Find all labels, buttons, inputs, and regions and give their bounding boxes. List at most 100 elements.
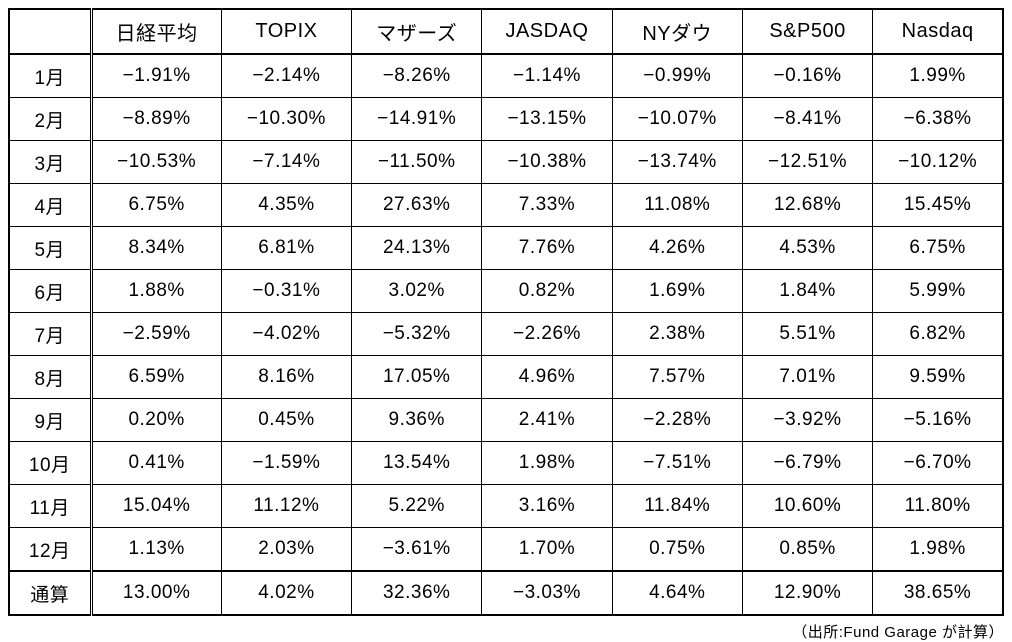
column-header: S&P500 bbox=[741, 8, 874, 55]
table-row: 1月 −1.91% −2.14% −8.26% −1.14% −0.99% −0.16% 1.… bbox=[8, 53, 1004, 98]
value-cell: −10.30% bbox=[220, 97, 353, 141]
column-header: JASDAQ bbox=[481, 8, 613, 55]
row-label: 通算 bbox=[8, 570, 92, 616]
value-cell: 10.60% bbox=[741, 484, 874, 528]
value-cell: 1.84% bbox=[741, 269, 874, 313]
column-header: NYダウ bbox=[611, 8, 743, 55]
value-cell: 0.85% bbox=[741, 527, 874, 572]
value-cell: 0.45% bbox=[220, 398, 353, 442]
value-cell: 5.99% bbox=[872, 269, 1004, 313]
value-cell: 3.16% bbox=[481, 484, 613, 528]
value-cell: 11.12% bbox=[220, 484, 353, 528]
value-cell: 13.54% bbox=[351, 441, 483, 485]
row-label: 11月 bbox=[8, 484, 92, 528]
value-cell: 38.65% bbox=[872, 570, 1004, 616]
value-cell: 9.36% bbox=[351, 398, 483, 442]
table-header-row: 日経平均 TOPIX マザーズ JASDAQ NYダウ S&P500 Nasdaq bbox=[8, 8, 1004, 55]
value-cell: −5.32% bbox=[351, 312, 483, 356]
value-cell: 3.02% bbox=[351, 269, 483, 313]
value-cell: 6.81% bbox=[220, 226, 353, 270]
value-cell: 5.51% bbox=[741, 312, 874, 356]
column-header: TOPIX bbox=[220, 8, 353, 55]
value-cell: −10.38% bbox=[481, 140, 613, 184]
row-label: 12月 bbox=[8, 527, 92, 572]
corner-header-cell bbox=[8, 8, 92, 55]
value-cell: 4.96% bbox=[481, 355, 613, 399]
value-cell: −0.16% bbox=[741, 53, 874, 98]
column-header: 日経平均 bbox=[89, 8, 222, 55]
value-cell: 0.20% bbox=[89, 398, 222, 442]
value-cell: −13.74% bbox=[611, 140, 743, 184]
table-row: 4月 6.75% 4.35% 27.63% 7.33% 11.08% 12.68% 15.45… bbox=[8, 183, 1004, 227]
value-cell: 7.33% bbox=[481, 183, 613, 227]
value-cell: 4.35% bbox=[220, 183, 353, 227]
value-cell: −2.28% bbox=[611, 398, 743, 442]
value-cell: 15.45% bbox=[872, 183, 1004, 227]
value-cell: −14.91% bbox=[351, 97, 483, 141]
value-cell: 7.76% bbox=[481, 226, 613, 270]
value-cell: 5.22% bbox=[351, 484, 483, 528]
value-cell: −2.59% bbox=[89, 312, 222, 356]
value-cell: −6.38% bbox=[872, 97, 1004, 141]
value-cell: −7.51% bbox=[611, 441, 743, 485]
value-cell: −10.12% bbox=[872, 140, 1004, 184]
value-cell: −6.70% bbox=[872, 441, 1004, 485]
column-header: Nasdaq bbox=[872, 8, 1004, 55]
value-cell: 24.13% bbox=[351, 226, 483, 270]
value-cell: 1.99% bbox=[872, 53, 1004, 98]
value-cell: 1.98% bbox=[481, 441, 613, 485]
value-cell: −7.14% bbox=[220, 140, 353, 184]
total-row: 通算 13.00% 4.02% 32.36% −3.03% 4.64% 12.90% 38.6… bbox=[8, 570, 1004, 616]
value-cell: −10.07% bbox=[611, 97, 743, 141]
value-cell: −4.02% bbox=[220, 312, 353, 356]
value-cell: 32.36% bbox=[351, 570, 483, 616]
value-cell: 1.70% bbox=[481, 527, 613, 572]
value-cell: −6.79% bbox=[741, 441, 874, 485]
value-cell: 1.88% bbox=[89, 269, 222, 313]
value-cell: 6.82% bbox=[872, 312, 1004, 356]
value-cell: 2.03% bbox=[220, 527, 353, 572]
value-cell: 0.82% bbox=[481, 269, 613, 313]
value-cell: 2.41% bbox=[481, 398, 613, 442]
table-row: 12月 1.13% 2.03% −3.61% 1.70% 0.75% 0.85% 1.98% bbox=[8, 527, 1004, 572]
value-cell: −2.26% bbox=[481, 312, 613, 356]
value-cell: −0.99% bbox=[611, 53, 743, 98]
row-label: 6月 bbox=[8, 269, 92, 313]
value-cell: −3.61% bbox=[351, 527, 483, 572]
value-cell: −8.41% bbox=[741, 97, 874, 141]
value-cell: −1.91% bbox=[89, 53, 222, 98]
value-cell: 1.98% bbox=[872, 527, 1004, 572]
value-cell: 6.59% bbox=[89, 355, 222, 399]
value-cell: 11.80% bbox=[872, 484, 1004, 528]
returns-table: 日経平均 TOPIX マザーズ JASDAQ NYダウ S&P500 Nasdaq 1月 −1… bbox=[8, 8, 1004, 616]
table-row: 10月 0.41% −1.59% 13.54% 1.98% −7.51% −6.79% −6.… bbox=[8, 441, 1004, 485]
value-cell: 4.64% bbox=[611, 570, 743, 616]
value-cell: 4.26% bbox=[611, 226, 743, 270]
row-label: 2月 bbox=[8, 97, 92, 141]
row-label: 4月 bbox=[8, 183, 92, 227]
value-cell: 2.38% bbox=[611, 312, 743, 356]
value-cell: −0.31% bbox=[220, 269, 353, 313]
row-label: 3月 bbox=[8, 140, 92, 184]
value-cell: −8.89% bbox=[89, 97, 222, 141]
value-cell: −11.50% bbox=[351, 140, 483, 184]
table-row: 2月 −8.89% −10.30% −14.91% −13.15% −10.07% −8.4… bbox=[8, 97, 1004, 141]
value-cell: 15.04% bbox=[89, 484, 222, 528]
value-cell: −3.03% bbox=[481, 570, 613, 616]
table-body: 1月 −1.91% −2.14% −8.26% −1.14% −0.99% −0.16% 1.… bbox=[8, 53, 1004, 616]
value-cell: −12.51% bbox=[741, 140, 874, 184]
table-row: 9月 0.20% 0.45% 9.36% 2.41% −2.28% −3.92% −5.16% bbox=[8, 398, 1004, 442]
value-cell: 1.69% bbox=[611, 269, 743, 313]
value-cell: −10.53% bbox=[89, 140, 222, 184]
value-cell: 6.75% bbox=[872, 226, 1004, 270]
value-cell: 8.16% bbox=[220, 355, 353, 399]
value-cell: −3.92% bbox=[741, 398, 874, 442]
value-cell: 1.13% bbox=[89, 527, 222, 572]
table-row: 5月 8.34% 6.81% 24.13% 7.76% 4.26% 4.53% 6.75% bbox=[8, 226, 1004, 270]
value-cell: 11.08% bbox=[611, 183, 743, 227]
value-cell: 6.75% bbox=[89, 183, 222, 227]
row-label: 1月 bbox=[8, 53, 92, 98]
column-header: マザーズ bbox=[351, 8, 483, 55]
source-note: （出所:Fund Garage が計算） bbox=[792, 624, 1004, 641]
value-cell: 0.75% bbox=[611, 527, 743, 572]
